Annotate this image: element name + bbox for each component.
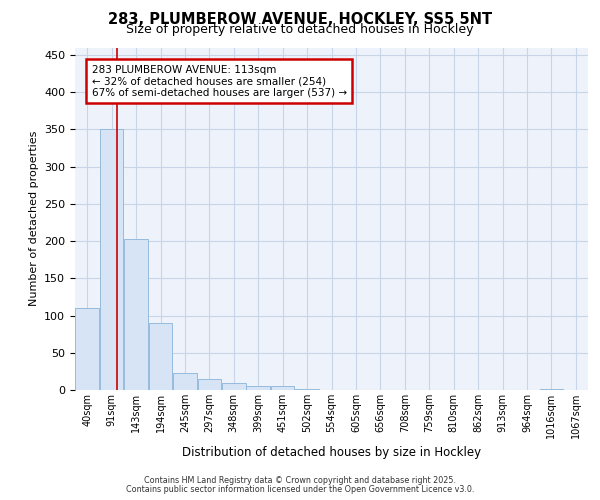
- Text: Contains public sector information licensed under the Open Government Licence v3: Contains public sector information licen…: [126, 484, 474, 494]
- Bar: [76, 308, 99, 390]
- Bar: [271, 386, 295, 390]
- Bar: [149, 323, 172, 390]
- X-axis label: Distribution of detached houses by size in Hockley: Distribution of detached houses by size …: [182, 446, 481, 460]
- Bar: [124, 239, 148, 390]
- Y-axis label: Number of detached properties: Number of detached properties: [29, 131, 38, 306]
- Text: Contains HM Land Registry data © Crown copyright and database right 2025.: Contains HM Land Registry data © Crown c…: [144, 476, 456, 485]
- Text: 283 PLUMBEROW AVENUE: 113sqm
← 32% of detached houses are smaller (254)
67% of s: 283 PLUMBEROW AVENUE: 113sqm ← 32% of de…: [92, 64, 347, 98]
- Bar: [247, 386, 270, 390]
- Bar: [222, 384, 245, 390]
- Bar: [197, 379, 221, 390]
- Bar: [173, 373, 197, 390]
- Text: Size of property relative to detached houses in Hockley: Size of property relative to detached ho…: [126, 22, 474, 36]
- Bar: [100, 130, 124, 390]
- Bar: [539, 388, 563, 390]
- Text: 283, PLUMBEROW AVENUE, HOCKLEY, SS5 5NT: 283, PLUMBEROW AVENUE, HOCKLEY, SS5 5NT: [108, 12, 492, 28]
